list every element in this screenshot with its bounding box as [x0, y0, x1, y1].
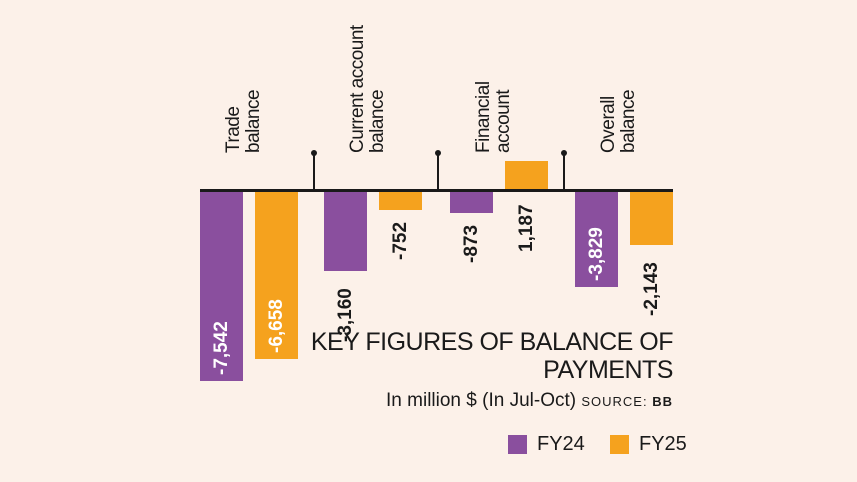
category-label: Trade balance	[223, 89, 264, 153]
legend-swatch-fy25	[610, 435, 629, 454]
bar-fy25-2	[505, 161, 548, 191]
category-label: Overall balance	[598, 89, 639, 153]
bar-fy25-1	[379, 191, 422, 210]
legend-item-fy24: FY24	[508, 433, 585, 456]
value-label: -873	[460, 224, 482, 263]
value-label: -752	[389, 221, 411, 260]
legend-label-fy25: FY25	[639, 433, 687, 455]
bar-fy24-1	[324, 191, 367, 271]
bar-fy25-3	[630, 191, 673, 245]
separator-dot	[434, 150, 441, 156]
legend-item-fy25: FY25	[610, 433, 687, 456]
chart-title: KEY FIGURES OF BALANCE OF PAYMENTS	[310, 328, 674, 384]
separator-dot	[310, 150, 317, 156]
separator-dot	[560, 150, 567, 156]
value-label: -6,658	[265, 298, 287, 353]
legend-swatch-fy24	[508, 435, 527, 454]
value-label: -2,143	[640, 262, 662, 316]
value-label: -7,542	[210, 321, 232, 375]
category-label: Financial account	[473, 81, 514, 153]
value-label: 1,187	[515, 203, 537, 252]
bar-fy24-2	[450, 191, 493, 213]
title-line-1: KEY FIGURES OF BALANCE OF	[310, 328, 674, 356]
chart-subtitle: In million $ (In Jul-Oct) SOURCE: BB	[386, 390, 673, 412]
value-label: -3,829	[585, 227, 607, 282]
subtitle-text: In million $ (In Jul-Oct)	[386, 390, 577, 411]
bar-fy25-0	[255, 191, 298, 359]
title-line-2: PAYMENTS	[543, 356, 673, 384]
separator-tick	[563, 153, 565, 190]
bar-fy24-3	[575, 191, 618, 288]
source-label: SOURCE: BB	[581, 394, 673, 409]
zero-axis	[200, 189, 673, 192]
source-value: BB	[652, 394, 673, 409]
separator-tick	[313, 153, 315, 190]
separator-tick	[437, 153, 439, 190]
bar-fy24-0	[200, 191, 243, 381]
category-label: Current account balance	[347, 25, 388, 153]
legend-label-fy24: FY24	[537, 433, 585, 455]
